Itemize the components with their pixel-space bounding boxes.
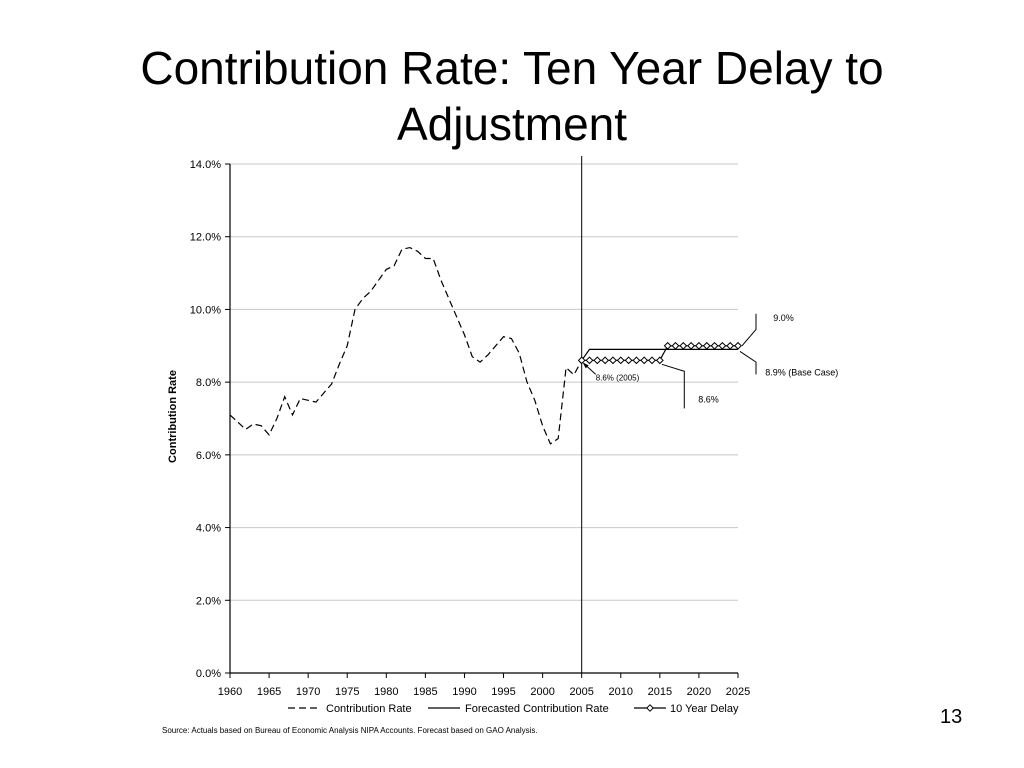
legend-label-forecasted: Forecasted Contribution Rate — [465, 703, 609, 715]
delay-point — [585, 356, 594, 365]
callout-8-9 — [739, 351, 757, 375]
x-tick-label: 1965 — [257, 686, 281, 698]
delay-point — [640, 356, 649, 365]
contribution-rate-line — [229, 246, 583, 445]
x-tick-label: 1975 — [335, 686, 359, 698]
x-tick-label: 1995 — [491, 686, 515, 698]
x-tick-label: 1985 — [413, 686, 437, 698]
x-tick-label: 1970 — [296, 686, 320, 698]
delay-point — [710, 341, 719, 350]
delay-point — [695, 341, 703, 350]
forecasted-contribution-rate-line — [581, 348, 738, 361]
y-tick-label: 2.0% — [196, 595, 221, 607]
y-tick-label: 14.0% — [190, 159, 221, 171]
page-number: 13 — [940, 706, 963, 728]
delay-point — [687, 341, 696, 350]
delay-point — [577, 356, 586, 365]
delay-point — [734, 341, 742, 350]
x-tick-label: 2015 — [648, 686, 672, 698]
x-tick-label: 2005 — [569, 686, 593, 698]
arrowhead-8-6-2005 — [582, 362, 589, 369]
delay-point — [671, 341, 680, 350]
delay-point — [601, 356, 610, 365]
callout-9-0 — [741, 313, 757, 347]
y-tick-label: 6.0% — [196, 450, 221, 462]
y-tick-label: 8.0% — [196, 377, 221, 389]
delay-point — [624, 356, 633, 365]
x-tick-label: 1960 — [218, 686, 242, 698]
delay-point — [726, 341, 735, 350]
delay-point — [616, 356, 625, 365]
delay-point — [648, 356, 656, 365]
annotation-8-6-2005: 8.6% (2005) — [596, 373, 640, 382]
delay-point — [663, 341, 672, 350]
delay-point — [702, 341, 711, 350]
y-tick-label: 12.0% — [190, 232, 221, 244]
delay-point — [593, 356, 602, 365]
delay-point — [718, 341, 727, 350]
y-tick-label: 0.0% — [196, 668, 221, 680]
x-tick-label: 2000 — [530, 686, 554, 698]
y-tick-label: 4.0% — [196, 523, 221, 535]
delay-point — [679, 341, 688, 350]
callout-8-6 — [661, 363, 685, 409]
delay-point — [655, 356, 664, 365]
x-tick-label: 1990 — [452, 686, 476, 698]
source-note: Source: Actuals based on Bureau of Econo… — [162, 726, 538, 735]
annotation-8-9: 8.9% (Base Case) — [765, 367, 838, 377]
legend-label-contribution-rate: Contribution Rate — [326, 703, 412, 715]
y-tick-label: 10.0% — [190, 304, 221, 316]
title-line-1: Contribution Rate: Ten Year Delay to — [140, 42, 884, 94]
x-tick-label: 2010 — [609, 686, 633, 698]
delay-point — [609, 356, 617, 365]
delay-point — [632, 356, 641, 365]
title-line-2: Adjustment — [396, 98, 628, 150]
x-tick-label: 2025 — [726, 686, 750, 698]
legend-diamond-10-year-delay — [646, 704, 654, 712]
y-axis-label: Contribution Rate — [167, 370, 179, 463]
annotation-8-6: 8.6% — [698, 394, 719, 404]
x-tick-label: 1980 — [374, 686, 398, 698]
legend-label-10-year-delay: 10 Year Delay — [670, 703, 739, 715]
x-tick-label: 2020 — [687, 686, 711, 698]
slide-title: Contribution Rate: Ten Year Delay to Adj… — [0, 40, 1024, 152]
annotation-9-0: 9.0% — [773, 313, 794, 323]
